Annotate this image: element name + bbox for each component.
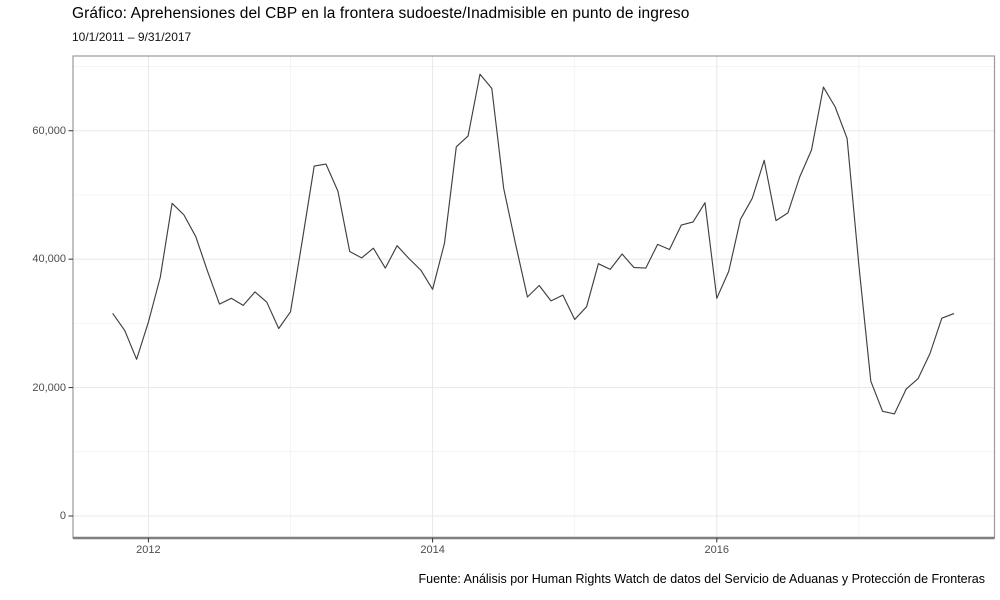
chart-caption: Fuente: Análisis por Human Rights Watch … [418,572,985,586]
panel-border [72,55,996,539]
y-tick-label: 0 [59,510,66,522]
y-tick-label: 60,000 [32,124,66,137]
x-tick-label: 2014 [420,544,445,556]
data-line [112,73,955,415]
x-tick-label: 2012 [136,544,161,556]
chart-subtitle: 10/1/2011 – 9/31/2017 [72,30,192,44]
chart-title: Gráfico: Aprehensiones del CBP en la fro… [72,5,690,22]
y-tick-label: 20,000 [32,381,66,394]
y-tick-label: 40,000 [32,253,66,266]
x-tick-label: 2016 [704,544,730,556]
